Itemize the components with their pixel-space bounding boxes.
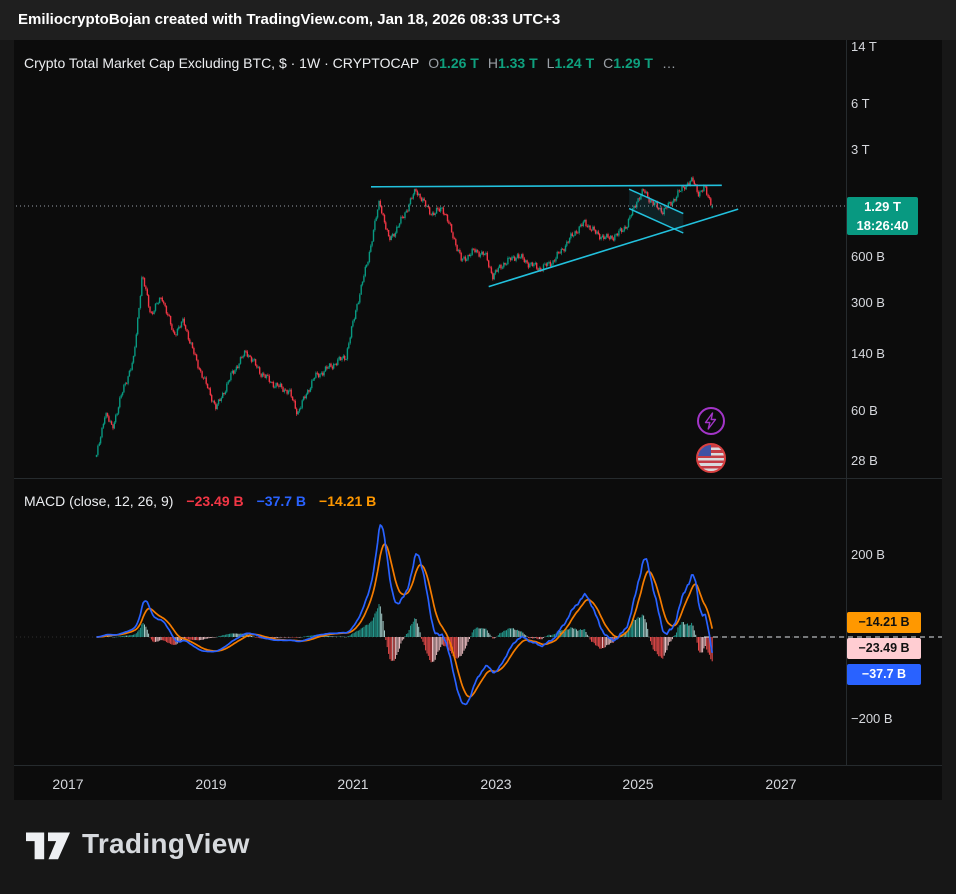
macd-line-value: −37.7 B <box>256 493 307 509</box>
us-flag-icon <box>696 443 726 473</box>
current-price-badge: 1.29 T 18:26:40 <box>847 197 918 235</box>
macd-legend[interactable]: MACD (close, 12, 26, 9) −23.49 B −37.7 B… <box>24 493 376 509</box>
footer-brand: TradingView <box>26 820 250 868</box>
ohlc-open: O1.26 T <box>428 55 479 71</box>
tradingview-logo-icon[interactable] <box>26 824 70 864</box>
ohlc-close: C1.29 T <box>603 55 653 71</box>
macd-value-badge: −37.7 B <box>847 664 921 685</box>
legend-ellipsis: … <box>662 55 676 71</box>
attribution-text: EmiliocryptoBojan created with TradingVi… <box>18 11 561 28</box>
symbol-title[interactable]: Crypto Total Market Cap Excluding BTC, $… <box>24 55 420 71</box>
current-price: 1.29 T <box>864 199 901 214</box>
macd-signal-value: −14.21 B <box>319 493 377 509</box>
ohlc-low: L1.24 T <box>546 55 595 71</box>
macd-value-badge: −23.49 B <box>847 638 921 659</box>
lightning-icon <box>696 406 726 436</box>
main-chart-legend[interactable]: Crypto Total Market Cap Excluding BTC, $… <box>24 55 676 71</box>
macd-value-badge: −14.21 B <box>847 612 921 633</box>
bar-countdown: 18:26:40 <box>856 218 909 233</box>
macd-title[interactable]: MACD (close, 12, 26, 9) <box>24 493 174 509</box>
macd-histogram-value: −23.49 B <box>186 493 244 509</box>
ohlc-high: H1.33 T <box>487 55 538 71</box>
chart-background <box>14 40 942 800</box>
tradingview-wordmark[interactable]: TradingView <box>82 828 250 859</box>
attribution-bar <box>0 0 956 40</box>
